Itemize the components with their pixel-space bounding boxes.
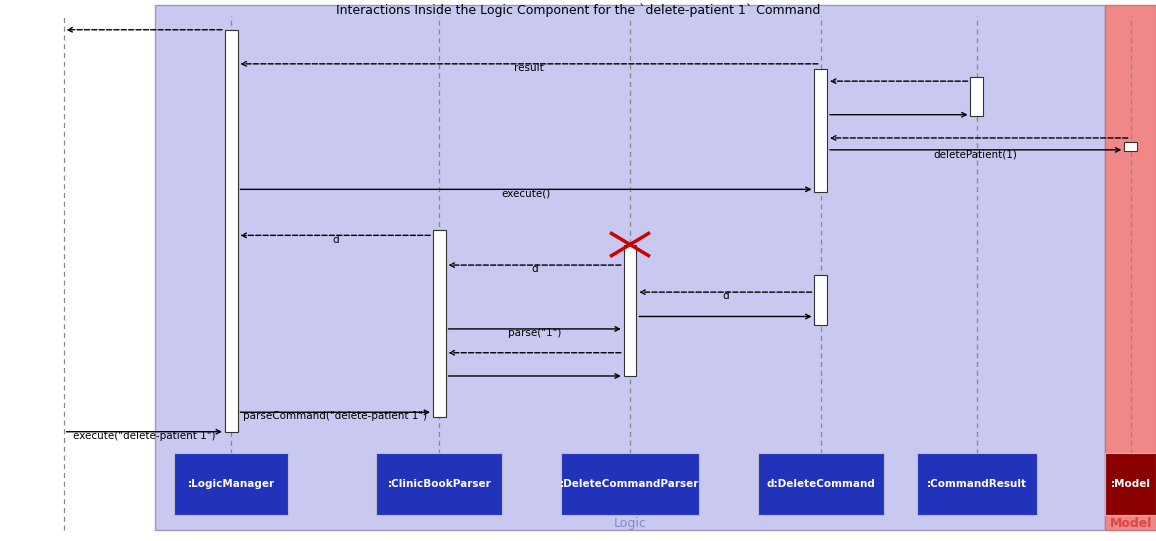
Text: Interactions Inside the Logic Component for the `delete-patient 1` Command: Interactions Inside the Logic Component … [335,4,821,17]
Bar [434,230,446,417]
FancyBboxPatch shape [562,453,698,515]
Bar [1105,5,1156,530]
Bar [814,69,828,192]
Bar [624,245,637,376]
Text: Model: Model [1110,517,1151,530]
Text: execute("delete-patient 1"): execute("delete-patient 1") [73,431,215,441]
Text: execute(): execute() [502,189,550,199]
Bar [155,5,1105,530]
Text: parse("1"): parse("1") [507,328,562,338]
Text: d:DeleteCommand: d:DeleteCommand [766,479,875,489]
Text: :Model: :Model [1111,479,1150,489]
Text: result: result [514,63,544,73]
Bar [814,275,828,325]
Text: d: d [532,265,538,274]
Bar [1124,142,1138,151]
Bar [224,30,238,432]
Text: :LogicManager: :LogicManager [187,479,275,489]
FancyBboxPatch shape [758,453,883,515]
Bar [971,77,983,116]
FancyBboxPatch shape [917,453,1037,515]
FancyBboxPatch shape [377,453,502,515]
Text: parseCommand("delete-patient 1"): parseCommand("delete-patient 1") [243,412,428,421]
Text: d: d [722,292,728,301]
Text: d: d [332,235,339,245]
FancyBboxPatch shape [1105,453,1156,515]
Text: :DeleteCommandParser: :DeleteCommandParser [561,479,699,489]
Text: deletePatient(1): deletePatient(1) [934,149,1017,159]
Text: :CommandResult: :CommandResult [927,479,1027,489]
Text: :ClinicBookParser: :ClinicBookParser [387,479,491,489]
Text: Logic: Logic [614,517,646,530]
FancyBboxPatch shape [175,453,289,515]
